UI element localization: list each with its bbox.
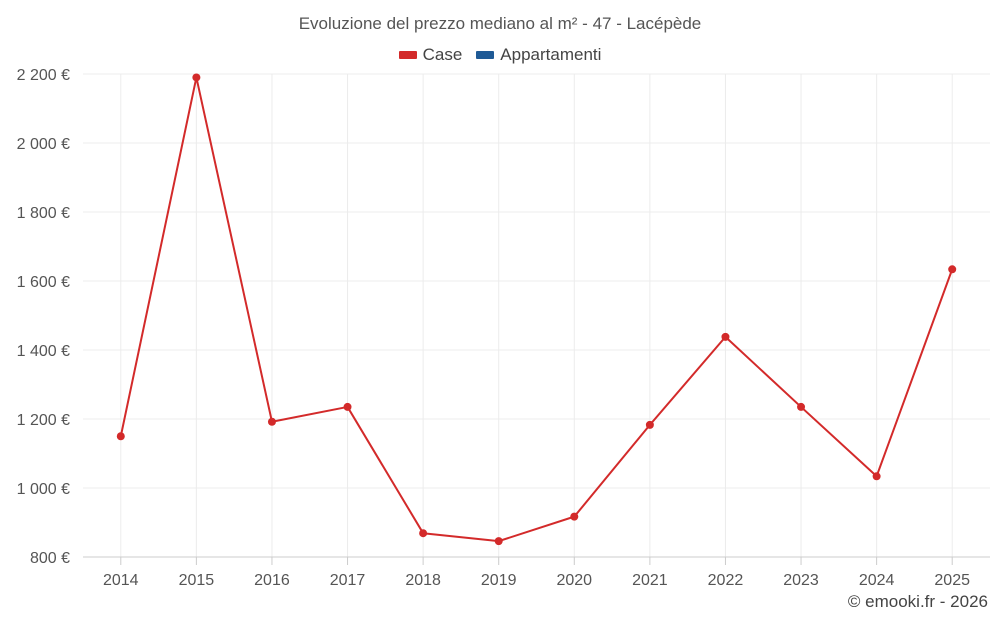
legend: Case Appartamenti	[0, 45, 1000, 65]
x-tick-label: 2014	[103, 572, 139, 589]
legend-item-appartamenti[interactable]: Appartamenti	[476, 45, 601, 65]
y-tick-label: 1 600 €	[17, 274, 70, 291]
x-tick-label: 2015	[179, 572, 215, 589]
y-axis: 800 € 1 000 € 1 200 € 1 400 € 1 600 € 1 800 €…	[17, 67, 70, 567]
data-point	[192, 73, 201, 82]
data-point	[645, 420, 654, 429]
y-tick-label: 1 000 €	[17, 481, 70, 498]
x-tick-label: 2017	[330, 572, 366, 589]
data-point	[267, 417, 276, 426]
x-tick-label: 2022	[708, 572, 744, 589]
legend-swatch-case	[398, 51, 417, 59]
data-point	[570, 512, 579, 521]
x-tick-label: 2016	[254, 572, 290, 589]
data-point	[948, 265, 957, 274]
x-tick-label: 2024	[859, 572, 895, 589]
x-axis: 2014 2015 2016 2017 2018 2019 2020 2021 2022 2023…	[83, 556, 990, 589]
grid	[83, 73, 990, 557]
series	[116, 73, 957, 546]
y-tick-label: 1 800 €	[17, 205, 70, 222]
legend-item-case[interactable]: Case	[398, 45, 463, 65]
x-tick-label: 2018	[405, 572, 441, 589]
y-tick-label: 2 000 €	[17, 136, 70, 153]
x-tick-label: 2025	[934, 572, 970, 589]
x-tick-label: 2023	[783, 572, 819, 589]
data-point	[343, 402, 352, 411]
x-tick-label: 2020	[556, 572, 592, 589]
legend-swatch-appartamenti	[476, 51, 495, 59]
data-point	[494, 537, 503, 546]
data-point	[419, 529, 428, 538]
x-tick-label: 2021	[632, 572, 668, 589]
data-point	[872, 472, 881, 481]
credit: © emooki.fr - 2026	[847, 592, 988, 611]
y-tick-label: 800 €	[30, 550, 70, 567]
y-tick-label: 2 200 €	[17, 67, 70, 84]
legend-label-appartamenti: Appartamenti	[500, 45, 602, 64]
series-line-case	[119, 76, 954, 543]
chart-title: Evoluzione del prezzo mediano al m² - 47…	[298, 14, 702, 33]
y-tick-label: 1 200 €	[17, 412, 70, 429]
data-point	[721, 332, 730, 341]
x-tick-label: 2019	[481, 572, 517, 589]
data-point	[116, 432, 125, 441]
y-tick-label: 1 400 €	[17, 343, 70, 360]
legend-label-case: Case	[422, 45, 463, 64]
data-point	[797, 402, 806, 411]
